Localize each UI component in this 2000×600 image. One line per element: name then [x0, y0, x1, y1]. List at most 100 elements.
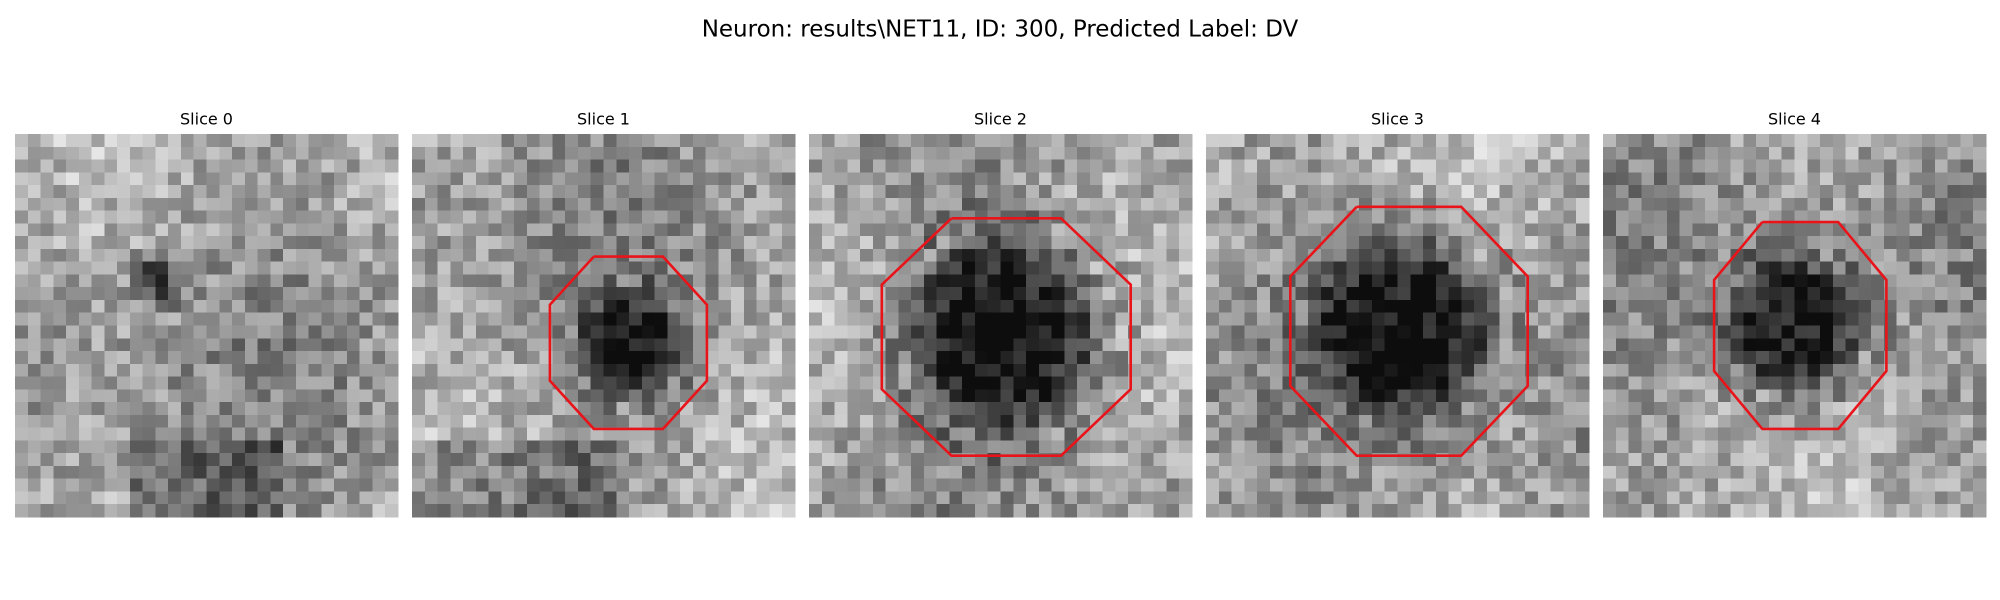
pixel: [1448, 197, 1462, 211]
pixel: [15, 325, 29, 339]
pixel: [1397, 351, 1411, 365]
pixel: [629, 363, 643, 377]
pixel: [1730, 427, 1744, 441]
pixel: [936, 248, 950, 262]
pixel: [923, 210, 937, 224]
pixel: [1333, 414, 1347, 428]
pixel: [667, 363, 681, 377]
pixel: [117, 351, 131, 365]
pixel: [1371, 172, 1386, 186]
pixel: [1333, 478, 1347, 492]
pixel: [1512, 146, 1526, 160]
pixel: [1282, 134, 1296, 148]
pixel: [283, 376, 297, 390]
pixel: [1717, 159, 1731, 173]
pixel: [78, 414, 92, 428]
pixel: [270, 440, 284, 454]
pixel: [821, 389, 835, 403]
pixel: [385, 363, 399, 377]
pixel: [756, 414, 770, 428]
pixel: [1756, 465, 1770, 479]
pixel: [1000, 172, 1014, 186]
pixel: [1550, 325, 1564, 339]
pixel: [1397, 402, 1411, 416]
pixel: [40, 197, 54, 211]
pixel: [155, 159, 169, 173]
pixel: [424, 172, 438, 186]
pixel: [1909, 236, 1923, 250]
pixel: [1641, 248, 1655, 262]
pixel: [641, 491, 655, 505]
pixel: [1756, 146, 1770, 160]
pixel: [1576, 236, 1590, 250]
pixel: [1051, 491, 1065, 505]
pixel: [1717, 134, 1731, 148]
pixel: [769, 402, 783, 416]
pixel: [680, 210, 694, 224]
pixel: [142, 402, 156, 416]
pixel: [514, 210, 528, 224]
pixel: [437, 312, 451, 326]
pixel: [1153, 261, 1167, 275]
pixel: [1282, 465, 1296, 479]
pixel: [1832, 376, 1846, 390]
pixel: [1576, 299, 1590, 314]
pixel: [1102, 414, 1116, 428]
pixel: [1102, 287, 1116, 301]
pixel: [590, 312, 604, 326]
pixel: [616, 274, 630, 288]
pixel: [488, 338, 502, 352]
pixel: [1717, 402, 1731, 416]
pixel: [603, 440, 617, 454]
pixel: [168, 274, 182, 288]
pixel: [412, 414, 426, 428]
pixel: [847, 402, 861, 416]
pixel: [692, 325, 706, 339]
pixel: [923, 491, 937, 505]
pixel: [1654, 223, 1668, 237]
pixel: [821, 287, 835, 301]
pixel: [834, 274, 848, 288]
pixel: [1269, 172, 1283, 186]
pixel: [911, 287, 925, 301]
pixel: [1871, 287, 1885, 301]
pixel: [129, 389, 143, 403]
pixel: [1064, 248, 1078, 262]
pixel: [27, 261, 41, 275]
pixel: [66, 427, 80, 441]
pixel: [1550, 414, 1564, 428]
pixel: [1013, 134, 1027, 148]
pixel: [1717, 236, 1731, 250]
pixel: [1641, 363, 1655, 377]
pixel: [1730, 325, 1744, 339]
pixel: [782, 338, 796, 352]
pixel: [1140, 440, 1154, 454]
pixel: [539, 491, 553, 505]
pixel: [898, 465, 912, 479]
pixel: [1947, 210, 1961, 224]
pixel: [514, 299, 528, 314]
pixel: [1064, 185, 1078, 199]
pixel: [15, 159, 29, 173]
pixel: [769, 453, 783, 467]
pixel: [244, 351, 258, 365]
pixel: [552, 274, 566, 288]
pixel: [692, 159, 706, 173]
pixel: [1308, 478, 1322, 492]
pixel: [1359, 210, 1373, 224]
pixel: [1026, 402, 1040, 416]
pixel: [295, 274, 309, 288]
pixel: [1922, 465, 1936, 479]
pixel: [872, 465, 886, 479]
pixel: [270, 453, 284, 467]
pixel: [1461, 172, 1475, 186]
pixel: [1474, 363, 1488, 377]
pixel: [692, 440, 706, 454]
pixel: [53, 185, 67, 199]
pixel: [756, 210, 770, 224]
pixel: [577, 210, 592, 224]
pixel: [463, 363, 477, 377]
pixel: [1359, 261, 1373, 275]
pixel: [590, 146, 604, 160]
pixel: [244, 261, 258, 275]
